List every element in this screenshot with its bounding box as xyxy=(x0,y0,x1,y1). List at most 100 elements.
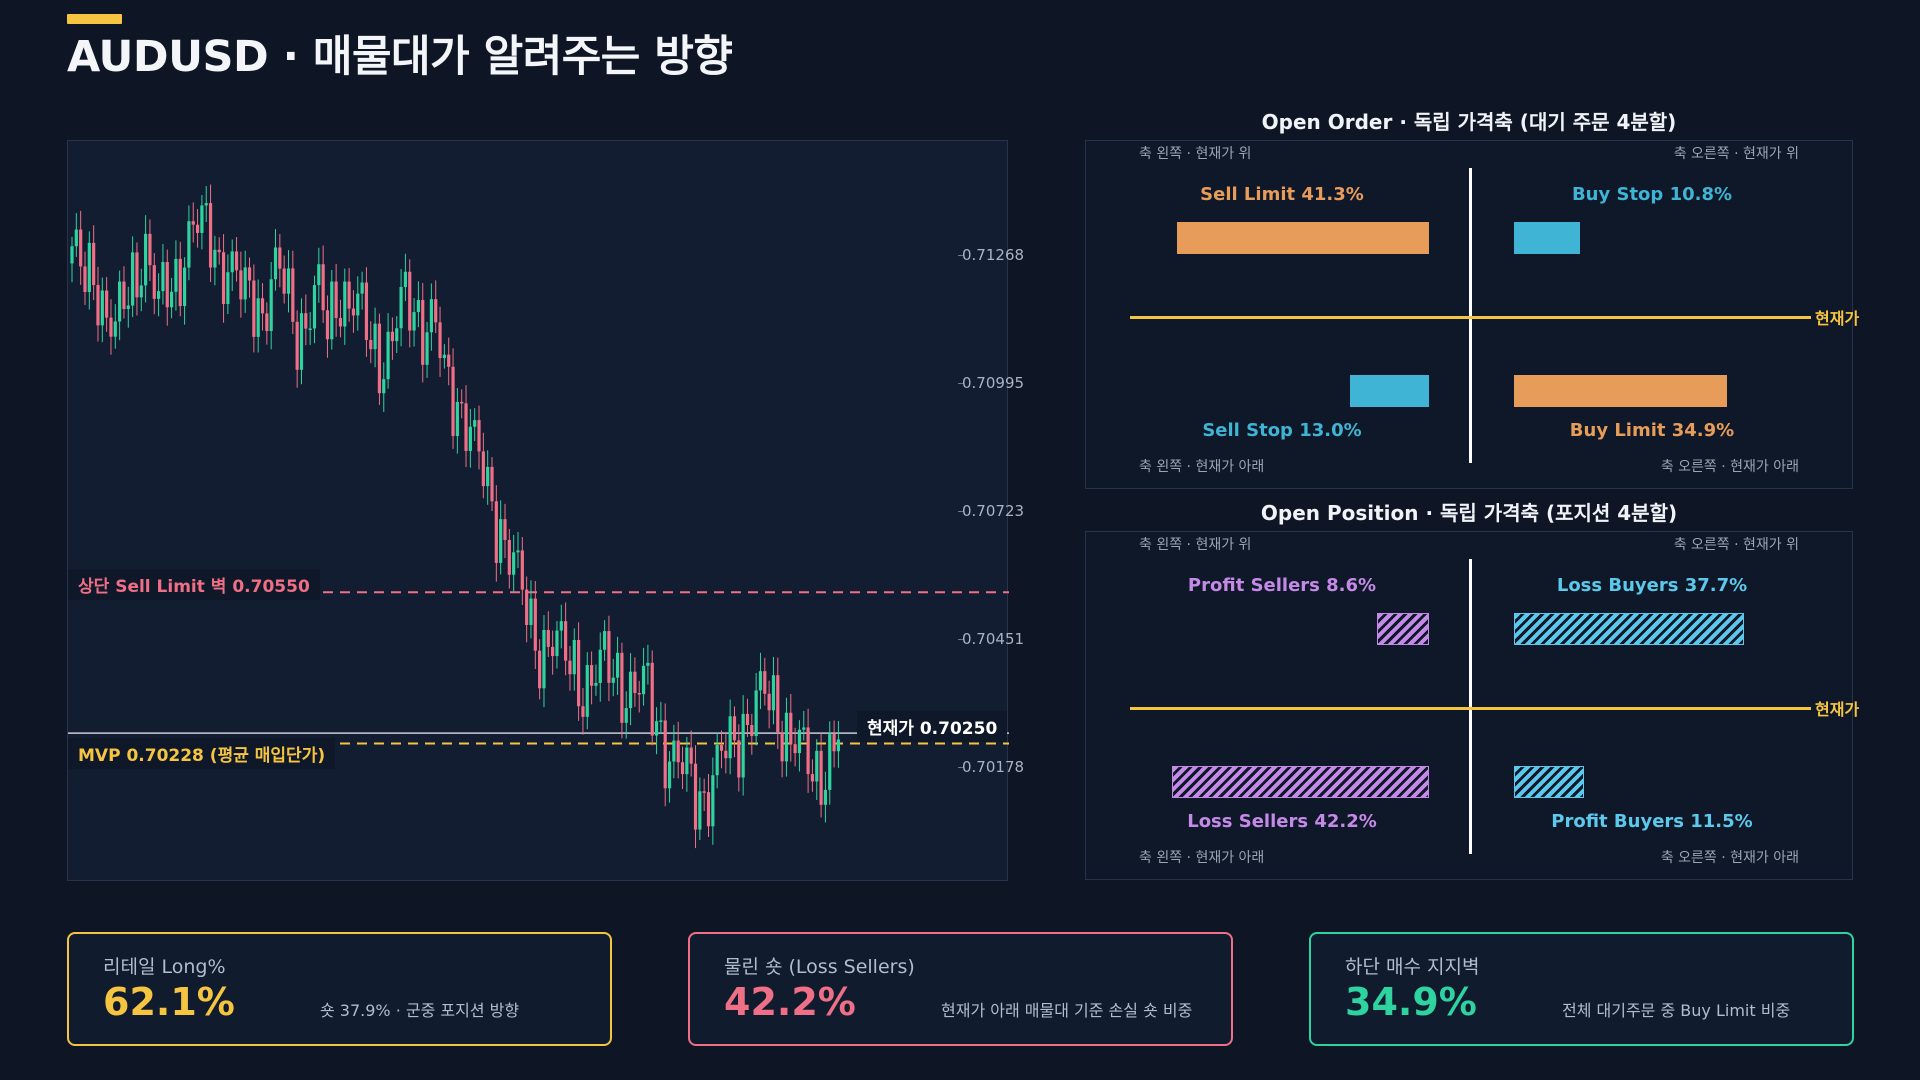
candle-body xyxy=(672,740,676,762)
candle-body xyxy=(789,712,793,745)
candle-body xyxy=(334,281,338,318)
stat-value: 62.1% xyxy=(103,980,235,1024)
candle-body xyxy=(741,713,745,778)
candle-body xyxy=(291,268,295,322)
buy-limit-bar xyxy=(1514,375,1727,407)
candle-body xyxy=(832,734,836,752)
candle-body xyxy=(667,761,672,789)
candle-body xyxy=(598,649,602,683)
candle-body xyxy=(763,671,767,694)
candle-body xyxy=(737,740,741,778)
candle-body xyxy=(369,339,373,350)
y-tick-label: 0.70995 xyxy=(962,374,1025,392)
candle-body xyxy=(338,317,343,327)
candle-body xyxy=(191,221,195,225)
current-price-line xyxy=(1130,316,1811,319)
current-price-axis-label: 현재가 xyxy=(1815,309,1860,328)
candle-body xyxy=(195,224,200,233)
profit-buyers-label: Profit Buyers 11.5% xyxy=(1551,811,1753,832)
candle-body xyxy=(486,466,490,487)
stat-value: 34.9% xyxy=(1345,980,1477,1024)
candle-body xyxy=(620,652,624,723)
stat-note: 전체 대기주문 중 Buy Limit 비중 xyxy=(1562,1001,1791,1020)
candle-body xyxy=(806,727,810,775)
candle-body xyxy=(468,426,472,451)
candle-body xyxy=(187,221,191,268)
candle-body xyxy=(594,682,598,686)
candle-body xyxy=(308,328,312,330)
price-axis-vertical xyxy=(1469,559,1472,854)
candle-body xyxy=(161,262,165,292)
candle-body xyxy=(434,299,438,323)
candle-body xyxy=(542,629,546,689)
candle-body xyxy=(633,671,637,694)
candle-body xyxy=(460,401,464,404)
candle-body xyxy=(802,727,806,730)
candle-body xyxy=(421,299,425,365)
candle-body xyxy=(711,775,715,827)
stat-label: 물린 숏 (Loss Sellers) xyxy=(724,956,915,978)
candle-body xyxy=(312,285,317,329)
candle-body xyxy=(83,266,87,292)
candle-body xyxy=(503,519,507,540)
candle-body xyxy=(516,550,520,553)
candle-body xyxy=(793,744,797,754)
buy-limit-label: Buy Limit 34.9% xyxy=(1569,420,1735,441)
candle-body xyxy=(538,650,542,689)
candle-body xyxy=(546,629,550,647)
candle-body xyxy=(260,298,265,314)
candle-body xyxy=(771,675,776,711)
candle-body xyxy=(226,272,230,305)
corner-label: 축 오른쪽 · 현재가 아래 xyxy=(1660,850,1799,866)
order-panel-title: Open Order · 독립 가격축 (대기 주문 4분할) xyxy=(1261,110,1677,134)
y-tick-mark xyxy=(958,767,963,768)
candle-body xyxy=(182,267,187,307)
mvp-label: MVP 0.70228 (평균 매입단가) xyxy=(68,738,336,769)
candle-body xyxy=(551,646,555,657)
candle-body xyxy=(728,716,732,759)
candle-body xyxy=(204,203,208,206)
loss-sellers-label: Loss Sellers 42.2% xyxy=(1187,811,1377,832)
candle-body xyxy=(356,293,360,316)
candle-body xyxy=(282,268,286,294)
candle-body xyxy=(676,740,680,763)
candle-body xyxy=(213,249,217,268)
candle-body xyxy=(615,652,620,678)
candle-body xyxy=(819,750,823,805)
candle-body xyxy=(659,720,663,722)
candle-body xyxy=(416,299,420,313)
y-tick-label: 0.71268 xyxy=(962,246,1025,264)
y-tick-mark xyxy=(958,511,963,512)
candle-body xyxy=(234,251,239,271)
stat-card-buy-support: 하단 매수 지지벽 34.9% 전체 대기주문 중 Buy Limit 비중 xyxy=(1309,932,1854,1046)
y-tick-label: 0.70451 xyxy=(962,630,1025,648)
candle-body xyxy=(499,519,503,563)
corner-label: 축 왼쪽 · 현재가 위 xyxy=(1139,146,1252,162)
loss-buyers-bar xyxy=(1514,613,1744,645)
stat-value: 42.2% xyxy=(724,980,856,1024)
stat-card-retail-long: 리테일 Long% 62.1% 숏 37.9% · 군중 포지션 방향 xyxy=(67,932,612,1046)
candle-body xyxy=(425,332,429,365)
candle-body xyxy=(572,639,576,675)
candle-body xyxy=(364,282,369,340)
candle-body xyxy=(343,281,347,327)
position-panel-title: Open Position · 독립 가격축 (포지션 4분할) xyxy=(1260,501,1678,525)
sell-stop-label: Sell Stop 13.0% xyxy=(1202,420,1362,441)
loss-sellers-bar xyxy=(1171,766,1429,798)
candle-body xyxy=(564,621,568,661)
profit-sellers-bar xyxy=(1376,613,1429,645)
candle-body xyxy=(533,598,537,651)
candle-body xyxy=(221,252,226,305)
candle-body xyxy=(321,264,325,311)
candle-body xyxy=(330,281,334,340)
candle-body xyxy=(317,264,321,286)
candle-body xyxy=(273,247,278,280)
candle-body xyxy=(87,242,91,292)
candle-body xyxy=(208,203,213,268)
candle-body xyxy=(490,466,494,502)
candle-body xyxy=(810,774,815,782)
candle-body xyxy=(641,665,646,695)
candle-body xyxy=(758,671,763,691)
candle-body xyxy=(646,662,650,666)
candle-body xyxy=(637,693,641,695)
